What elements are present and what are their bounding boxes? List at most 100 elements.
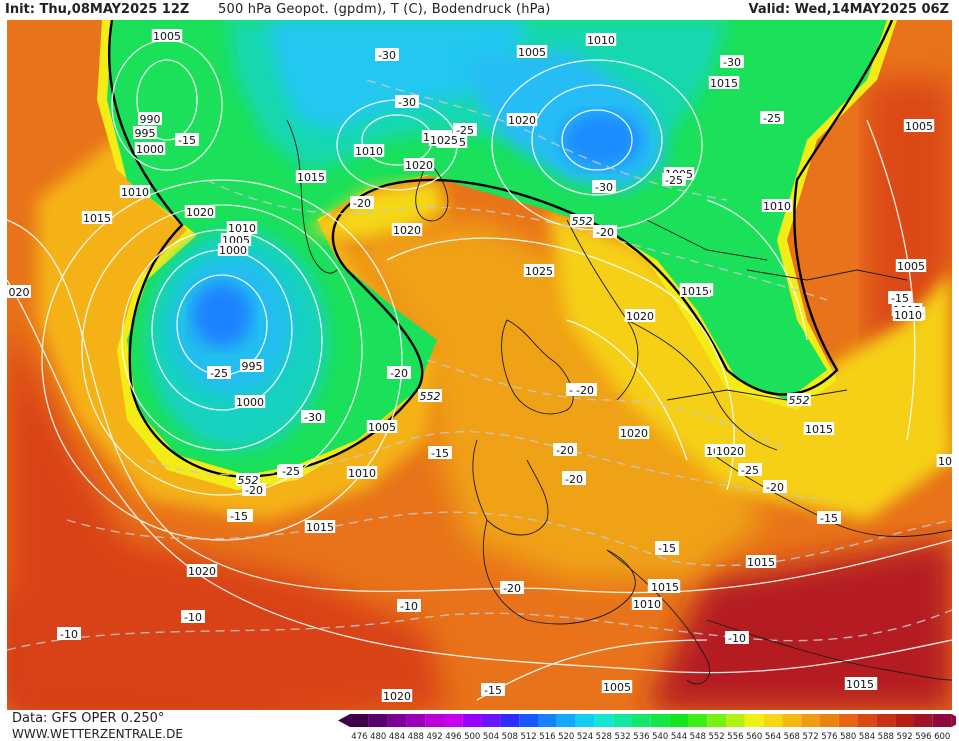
- svg-text:-30: -30: [595, 181, 613, 194]
- svg-text:-30: -30: [398, 96, 416, 109]
- isobar-label: 1020: [618, 426, 650, 440]
- temperature-label: -15: [817, 511, 841, 525]
- colorbar-arrow-high: [951, 714, 956, 727]
- temperature-label: -20: [593, 225, 617, 239]
- colorbar-swatch: [406, 714, 426, 727]
- svg-text:1015: 1015: [83, 212, 111, 225]
- colorbar-swatch: [481, 714, 501, 727]
- svg-text:1000: 1000: [136, 143, 164, 156]
- colorbar-tick-label: 528: [596, 732, 612, 740]
- isobar-label: 1005: [516, 45, 548, 59]
- svg-text:1025: 1025: [430, 134, 458, 147]
- svg-text:1020: 1020: [393, 224, 421, 237]
- colorbar-swatch: [538, 714, 557, 727]
- isobar-label: 1010: [631, 597, 663, 611]
- svg-text:-25: -25: [741, 464, 759, 477]
- isobar-label: 1010: [346, 466, 378, 480]
- colorbar-tick-label: 476: [351, 732, 367, 740]
- colorbar-swatch: [613, 714, 632, 727]
- svg-text:1025: 1025: [525, 265, 553, 278]
- temperature-label: -30: [301, 410, 325, 424]
- svg-text:-15: -15: [178, 134, 196, 147]
- colorbar-tick-label: 568: [784, 732, 800, 740]
- isobar-label: 1020: [391, 223, 423, 237]
- colorbar-swatch: [444, 714, 463, 727]
- temperature-label: -25: [279, 464, 303, 478]
- svg-text:-20: -20: [556, 444, 574, 457]
- isobar-label: 990: [138, 112, 162, 126]
- website-url: WWW.WETTERZENTRALE.DE: [12, 727, 183, 741]
- colorbar-swatch: [895, 714, 914, 727]
- weather-map: 1005 1005 990 995 1000 1010 1015 1020 1010 1005 10…: [7, 20, 952, 710]
- colorbar-swatch: [876, 714, 896, 727]
- svg-text:-30: -30: [723, 56, 741, 69]
- colorbar-tick-label: 508: [502, 732, 518, 740]
- isobar-label: 1010: [353, 144, 385, 158]
- svg-text:1015: 1015: [747, 556, 775, 569]
- field-orange-light-center: [337, 220, 767, 580]
- svg-text:-30: -30: [378, 49, 396, 62]
- colorbar-tick-label: 532: [614, 732, 630, 740]
- svg-text:-20: -20: [576, 384, 594, 397]
- colorbar-arrow-low: [338, 714, 350, 727]
- colorbar-swatch: [462, 714, 482, 727]
- svg-text:1010: 1010: [894, 309, 922, 322]
- isobar-label: 1005: [601, 680, 633, 694]
- svg-text:-25: -25: [456, 124, 474, 137]
- chart-title: 500 hPa Geopot. (gpdm), T (C), Bodendruc…: [218, 2, 551, 17]
- svg-text:020: 020: [9, 286, 30, 299]
- temperature-label: -20: [763, 480, 787, 494]
- colorbar-swatch: [763, 714, 783, 727]
- colorbar-tick-label: 548: [690, 732, 706, 740]
- temperature-label: -10: [725, 631, 749, 645]
- colorbar-tick-label: 540: [652, 732, 668, 740]
- svg-text:-15: -15: [484, 684, 502, 697]
- svg-text:1015: 1015: [306, 521, 334, 534]
- svg-text:-10: -10: [60, 628, 78, 641]
- svg-text:1015: 1015: [297, 171, 325, 184]
- contour-value-label: 552: [236, 473, 260, 487]
- isobar-label: 1025: [428, 133, 460, 147]
- svg-text:1020: 1020: [186, 206, 214, 219]
- svg-text:1005: 1005: [603, 681, 631, 694]
- isobar-label: 020: [7, 285, 31, 299]
- svg-text:-10: -10: [728, 632, 746, 645]
- isobar-label: 1000: [217, 243, 249, 257]
- field-deep-red-southeast: [647, 540, 952, 710]
- isobar-label: 1000: [234, 395, 266, 409]
- colorbar-tick-label: 512: [520, 732, 536, 740]
- colorbar-swatch: [838, 714, 858, 727]
- isobar-label: 1015: [304, 520, 336, 534]
- isobar-label: 1015: [936, 454, 952, 468]
- isobar-label: 1020: [624, 309, 656, 323]
- colorbar-tick-label: 488: [408, 732, 424, 740]
- colorbar-tick-label: 564: [765, 732, 781, 740]
- colorbar-tick-label: 596: [915, 732, 931, 740]
- isobar-label: 1015: [649, 580, 681, 594]
- svg-text:-20: -20: [766, 481, 784, 494]
- colorbar-swatch: [368, 714, 388, 727]
- isobar-label: 1015: [679, 284, 711, 298]
- svg-text:552: 552: [572, 215, 593, 228]
- svg-text:-15: -15: [658, 542, 676, 555]
- isobar-label: 1010: [892, 308, 924, 322]
- temperature-label: -30: [375, 48, 399, 62]
- svg-text:1020: 1020: [405, 159, 433, 172]
- contour-value-label: 552: [418, 389, 442, 403]
- svg-text:1020: 1020: [383, 690, 411, 703]
- colorbar-tick-label: 516: [539, 732, 555, 740]
- colorbar-swatch: [594, 714, 614, 727]
- field-cyan-upper: [267, 20, 527, 130]
- svg-text:1010: 1010: [763, 200, 791, 213]
- color-scale-bar: 476 480 484 488 492 496 500 504 508 512 516 520 524 5…: [338, 714, 956, 740]
- colorbar-swatch: [425, 714, 444, 727]
- svg-text:-15: -15: [891, 292, 909, 305]
- svg-text:552: 552: [420, 390, 441, 403]
- colorbar-tick-label: 584: [859, 732, 875, 740]
- colorbar-swatch: [575, 714, 595, 727]
- svg-text:1010: 1010: [228, 222, 256, 235]
- svg-text:1005: 1005: [153, 30, 181, 43]
- svg-text:1010: 1010: [633, 598, 661, 611]
- svg-text:1015: 1015: [681, 285, 709, 298]
- svg-text:-15: -15: [431, 447, 449, 460]
